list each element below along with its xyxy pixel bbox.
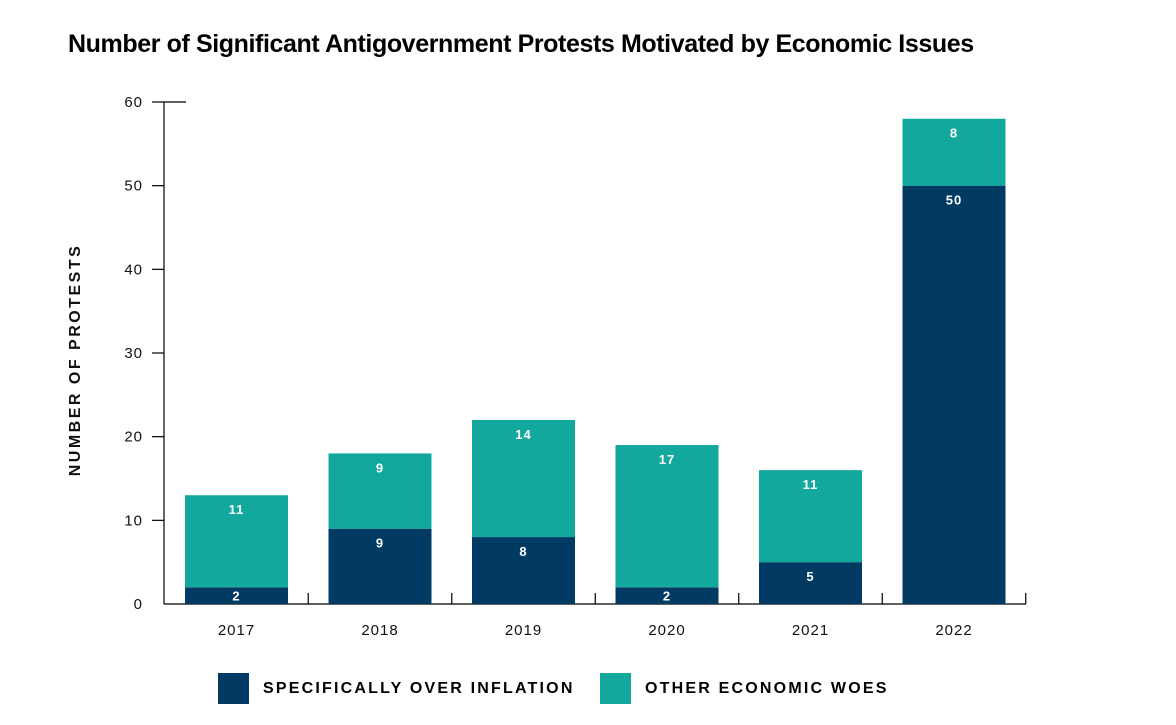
bar-segment <box>902 185 1006 604</box>
bar-segment <box>328 453 432 529</box>
x-tick-label: 2022 <box>935 622 972 639</box>
x-tick-label: 2021 <box>792 622 829 639</box>
bar-value-label: 11 <box>803 477 819 492</box>
x-tick-label: 2019 <box>505 622 542 639</box>
y-tick-label: 10 <box>124 512 143 529</box>
bar-segment <box>185 587 288 604</box>
bar-value-label: 50 <box>946 193 962 208</box>
x-tick-label: 2017 <box>218 622 255 639</box>
bar-value-label: 2 <box>232 589 240 604</box>
legend-item-inflation: SPECIFICALLY OVER INFLATION <box>218 673 575 704</box>
y-tick-label: 30 <box>124 345 143 362</box>
data-labels-group: 2 11 9 9 8 14 2 17 5 11 50 8 <box>229 126 962 604</box>
bars-group <box>185 118 1006 604</box>
x-tick-label: 2018 <box>361 622 398 639</box>
bar-value-label: 9 <box>376 536 384 551</box>
y-tick-label: 50 <box>124 178 143 195</box>
bar-value-label: 2 <box>663 589 671 604</box>
bar-value-label: 14 <box>515 427 531 442</box>
x-axis-ticks: 2017 2018 2019 2020 2021 2022 <box>218 593 1027 639</box>
chart-title: Number of Significant Antigovernment Pro… <box>68 30 974 58</box>
y-tick-label: 40 <box>124 261 143 278</box>
chart-axes <box>163 101 1026 605</box>
bar-value-label: 9 <box>376 460 384 475</box>
bar-segment <box>759 470 862 563</box>
y-axis-title: NUMBER OF PROTESTS <box>67 244 84 477</box>
legend-item-other: OTHER ECONOMIC WOES <box>600 673 889 704</box>
bar-value-label: 8 <box>519 544 527 559</box>
legend-swatch-inflation <box>218 673 249 704</box>
bar-segment <box>615 587 719 604</box>
y-axis-ticks: 0 10 20 30 40 50 60 <box>124 94 164 613</box>
bar-value-label: 8 <box>950 126 958 141</box>
y-tick-label: 20 <box>124 429 143 446</box>
bar-segment <box>615 445 719 588</box>
bar-segment <box>472 419 575 538</box>
legend-label-other: OTHER ECONOMIC WOES <box>645 679 889 697</box>
bar-value-label: 17 <box>659 452 675 467</box>
bar-segment <box>902 118 1006 186</box>
bar-segment <box>472 537 575 604</box>
bar-segment <box>759 562 862 604</box>
bar-segment <box>185 495 288 588</box>
legend-swatch-other <box>600 673 631 704</box>
legend-label-inflation: SPECIFICALLY OVER INFLATION <box>263 679 575 697</box>
y-tick-label: 0 <box>134 596 143 613</box>
bar-value-label: 11 <box>229 502 245 517</box>
y-tick-label: 60 <box>124 94 143 111</box>
x-tick-label: 2020 <box>648 622 685 639</box>
bar-value-label: 5 <box>806 569 814 584</box>
bar-segment <box>328 528 432 604</box>
